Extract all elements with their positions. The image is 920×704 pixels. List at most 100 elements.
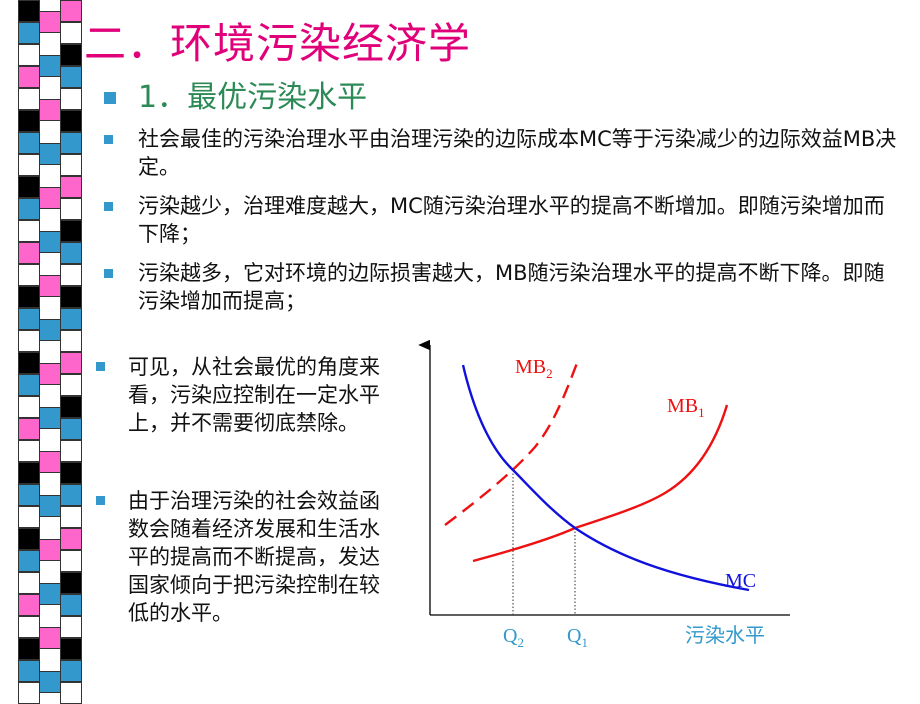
strip-block [60,374,82,396]
strip-block [39,275,61,297]
strip-block [60,462,82,484]
strip-block [39,495,61,517]
strip-block [60,418,82,440]
bullet-icon [104,202,113,211]
decorative-strip [0,0,92,704]
strip-block [39,319,61,341]
strip-block [18,88,40,110]
strip-block [18,462,40,484]
section-heading: 1．最优污染水平 [104,78,367,118]
strip-block [18,550,40,572]
strip-block [60,286,82,308]
strip-block [39,407,61,429]
strip-block [18,132,40,154]
strip-block [18,0,40,22]
strip-block [39,143,61,165]
strip-block [18,594,40,616]
strip-block [39,363,61,385]
strip-block [60,616,82,638]
strip-block [18,440,40,462]
strip-block [60,22,82,44]
strip-block [18,484,40,506]
strip-block [60,572,82,594]
strip-block [18,264,40,286]
bullet-icon [96,496,105,505]
mb2-label: MB2 [515,356,553,381]
strip-block [60,330,82,352]
strip-block [60,242,82,264]
strip-block [18,418,40,440]
strip-block [18,352,40,374]
strip-block [18,220,40,242]
strip-block [18,198,40,220]
paragraph-text: 污染越多，它对环境的边际损害越大，MB随污染治理水平的提高不断下降。即随污染增加… [138,261,885,313]
mc-label: MC [725,570,756,592]
strip-block [18,286,40,308]
mb-mc-chart: MB2 MB1 MC Q2 Q1 污染水平 [418,339,790,650]
strip-block [18,572,40,594]
strip-block [60,594,82,616]
strip-block [60,528,82,550]
strip-block [60,484,82,506]
strip-block [39,627,61,649]
strip-block [60,506,82,528]
mb1-label: MB1 [667,395,705,420]
strip-block [18,660,40,682]
strip-block [60,638,82,660]
paragraph: 污染越多，它对环境的边际损害越大，MB随污染治理水平的提高不断下降。即随污染增加… [104,259,904,315]
paragraph: 污染越少，治理难度越大，MC随污染治理水平的提高不断增加。即随污染增加而下降； [104,192,904,248]
strip-block [60,176,82,198]
paragraph-text: 社会最佳的污染治理水平由治理污染的边际成本MC等于污染减少的边际效益MB决定。 [138,127,897,179]
left-paragraph: 可见，从社会最优的角度来看，污染应控制在一定水平上，并不需要彻底禁除。 [96,353,396,437]
strip-block [60,154,82,176]
strip-block [60,0,82,22]
strip-block [60,132,82,154]
q1-tick-label: Q1 [567,625,588,650]
strip-block [39,451,61,473]
mc-curve [461,364,750,592]
strip-block [60,352,82,374]
strip-block [60,264,82,286]
strip-block [18,638,40,660]
strip-block [18,396,40,418]
bullet-icon [104,92,116,104]
mb1-curve [472,404,729,563]
strip-block [39,99,61,121]
strip-block [39,539,61,561]
strip-block [60,308,82,330]
strip-block [39,231,61,253]
paragraph: 社会最佳的污染治理水平由治理污染的边际成本MC等于污染减少的边际效益MB决定。 [104,125,904,181]
strip-block [18,528,40,550]
strip-block [18,682,40,704]
bullet-icon [104,269,113,278]
strip-block [39,187,61,209]
strip-block [18,44,40,66]
left-paragraph-text: 由于治理污染的社会效益函数会随着经济发展和生活水平的提高而不断提高，发达国家倾向… [128,489,380,625]
bullet-icon [104,135,113,144]
strip-block [60,682,82,704]
x-axis-label: 污染水平 [685,623,765,647]
slide-title: 二．环境污染经济学 [84,19,472,68]
strip-block [60,88,82,110]
strip-block [18,110,40,132]
mb2-curve [444,362,579,526]
section-heading-text: 1．最优污染水平 [138,80,368,115]
strip-block [18,176,40,198]
strip-block [60,198,82,220]
strip-block [18,374,40,396]
strip-block [60,660,82,682]
strip-block [39,583,61,605]
strip-block [18,330,40,352]
strip-block [60,440,82,462]
strip-block [18,154,40,176]
strip-block [18,66,40,88]
strip-block [18,242,40,264]
left-paragraph-text: 可见，从社会最优的角度来看，污染应控制在一定水平上，并不需要彻底禁除。 [128,355,380,435]
strip-block [39,55,61,77]
q2-tick-label: Q2 [503,625,524,650]
strip-block [39,11,61,33]
strip-block [18,308,40,330]
strip-block [60,110,82,132]
strip-block [60,220,82,242]
strip-block [60,550,82,572]
